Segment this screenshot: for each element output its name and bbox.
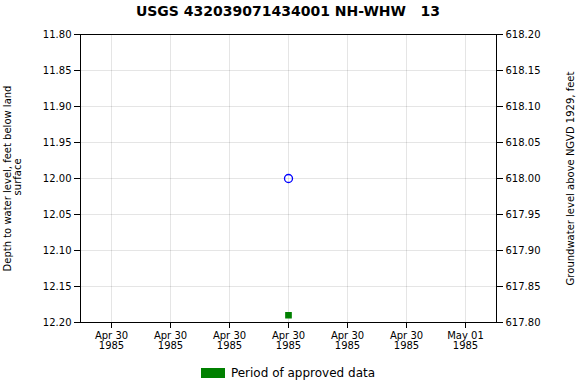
svg-text:May 011985: May 011985 xyxy=(447,330,484,351)
svg-text:11.95: 11.95 xyxy=(43,137,72,148)
svg-text:11.90: 11.90 xyxy=(43,101,72,112)
svg-text:Apr 301985: Apr 301985 xyxy=(213,330,246,351)
svg-text:12.20: 12.20 xyxy=(43,317,72,328)
svg-text:12.10: 12.10 xyxy=(43,245,72,256)
svg-text:617.95: 617.95 xyxy=(506,209,541,220)
svg-text:Groundwater level above NGVD 1: Groundwater level above NGVD 1929, feet xyxy=(565,72,576,286)
svg-text:Apr 301985: Apr 301985 xyxy=(95,330,128,351)
svg-text:Apr 301985: Apr 301985 xyxy=(331,330,364,351)
svg-text:617.80: 617.80 xyxy=(506,317,541,328)
svg-text:12.00: 12.00 xyxy=(43,173,72,184)
html-text:Period of approved data: Period of approved data xyxy=(230,366,376,380)
svg-text:617.90: 617.90 xyxy=(506,245,541,256)
svg-text:618.10: 618.10 xyxy=(506,101,541,112)
html-text:USGS 432039071434001 NH-WHW 13: USGS 432039071434001 NH-WHW 13 xyxy=(135,3,441,19)
svg-text:618.20: 618.20 xyxy=(506,29,541,40)
svg-text:11.85: 11.85 xyxy=(43,65,72,76)
svg-text:12.05: 12.05 xyxy=(43,209,72,220)
svg-text:11.80: 11.80 xyxy=(43,29,72,40)
svg-text:12.15: 12.15 xyxy=(43,281,72,292)
svg-text:Depth to water level, feet bel: Depth to water level, feet below land su… xyxy=(2,86,23,272)
svg-text:Apr 301985: Apr 301985 xyxy=(154,330,187,351)
svg-text:617.85: 617.85 xyxy=(506,281,541,292)
svg-text:618.00: 618.00 xyxy=(506,173,541,184)
svg-text:618.05: 618.05 xyxy=(506,137,541,148)
svg-text:618.15: 618.15 xyxy=(506,65,541,76)
svg-text:Apr 301985: Apr 301985 xyxy=(390,330,423,351)
svg-text:Apr 301985: Apr 301985 xyxy=(272,330,305,351)
